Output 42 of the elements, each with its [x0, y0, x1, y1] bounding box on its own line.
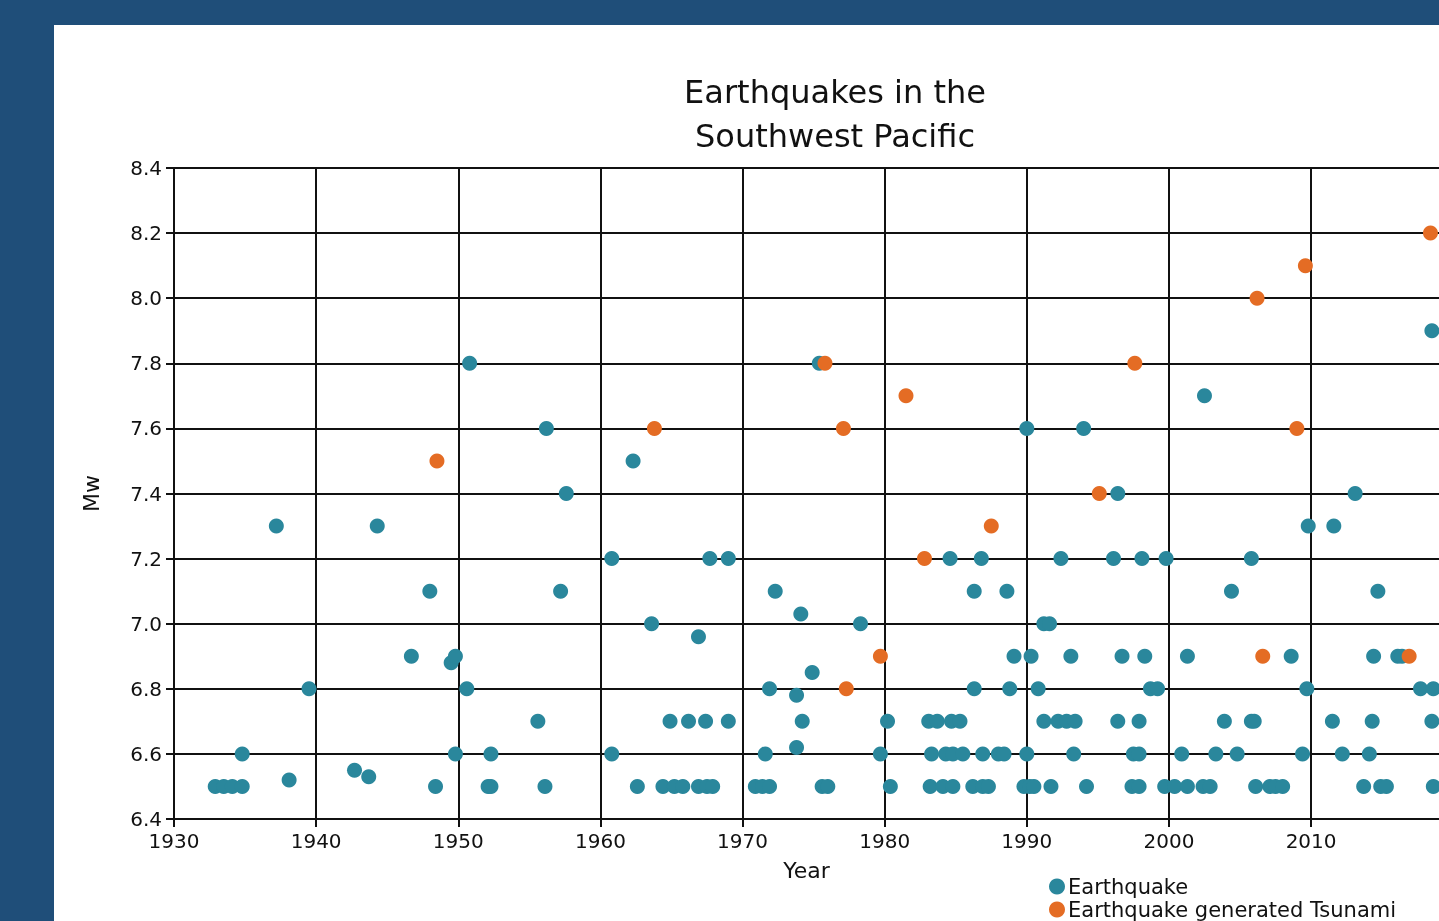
y-tick-label: 7.4	[130, 481, 162, 506]
y-tick-label: 7.6	[130, 416, 162, 441]
point	[898, 388, 914, 404]
x-tick-label: 1960	[574, 829, 626, 853]
x-tick-label: 1950	[432, 829, 484, 853]
y-tick-label: 6.8	[130, 676, 162, 701]
x-tick-label: 2010	[1285, 829, 1337, 853]
y-tick-label: 7.2	[130, 546, 162, 571]
x-tick-label: 1990	[1001, 829, 1053, 853]
x-tick-label: 1980	[859, 829, 911, 853]
y-tick-label: 8.4	[130, 156, 162, 180]
point	[429, 453, 445, 469]
point	[1289, 420, 1305, 436]
y-tick-label: 6.6	[130, 741, 162, 766]
point	[1401, 648, 1417, 664]
x-tick-label: 1930	[148, 829, 200, 853]
y-tick-label: 7.8	[130, 351, 162, 376]
point	[646, 420, 662, 436]
y-tick-label: 8.2	[130, 221, 162, 246]
x-axis-title: Year	[782, 857, 831, 883]
point	[1249, 290, 1265, 306]
point	[838, 681, 854, 697]
point	[817, 355, 833, 371]
legend-label: Earthquake	[1068, 874, 1189, 899]
chart-title: Earthquakes in the Southwest Pacific	[684, 73, 986, 155]
point	[1091, 486, 1107, 501]
point	[1127, 355, 1143, 371]
y-tick-label: 7.0	[130, 611, 162, 636]
x-tick-label: 1970	[717, 829, 768, 853]
legend-label: Earthquake generated Tsunami	[1068, 897, 1397, 921]
point	[872, 648, 888, 664]
y-tick-label: 6.4	[130, 807, 162, 831]
point	[1297, 258, 1313, 274]
point	[1255, 648, 1271, 664]
x-tick-label: 1940	[290, 829, 342, 853]
point	[983, 518, 999, 534]
point	[916, 551, 932, 567]
point	[835, 420, 851, 436]
point	[1422, 225, 1438, 241]
x-tick-label: 2000	[1143, 829, 1195, 853]
y-tick-label: 8.0	[130, 286, 162, 311]
y-axis-title: Mw	[78, 475, 104, 512]
